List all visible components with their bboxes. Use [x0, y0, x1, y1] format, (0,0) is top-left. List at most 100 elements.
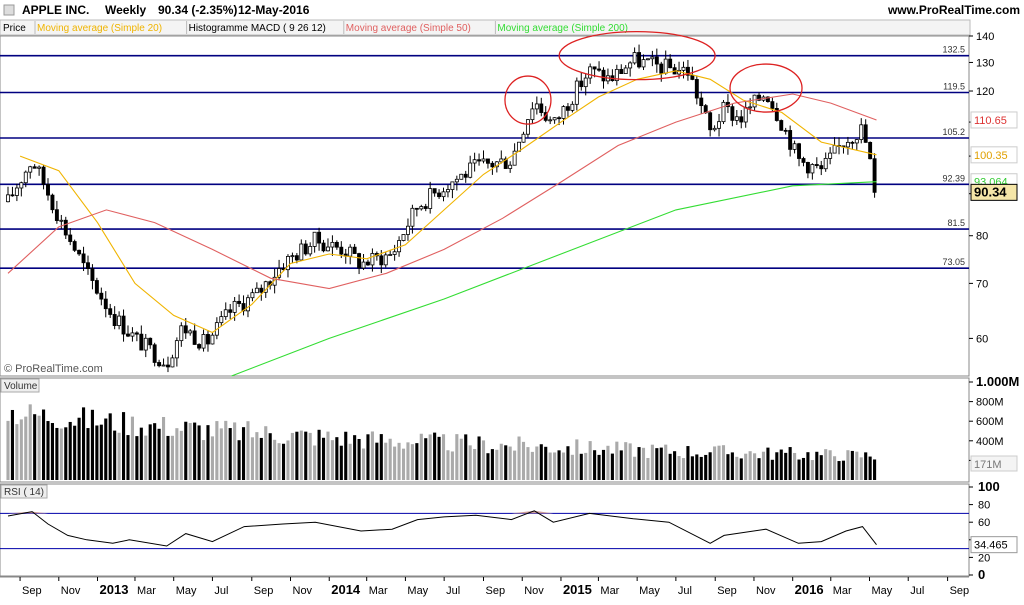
candle-body [823, 157, 828, 170]
candle-body [717, 121, 721, 129]
candle-body [290, 255, 295, 258]
legend-item: Price [3, 23, 26, 34]
candle-body [223, 309, 228, 318]
level-label: 119.5 [943, 82, 965, 92]
volume-bar [290, 432, 294, 480]
volume-bar [335, 437, 339, 480]
time-axis-label: May [407, 585, 428, 597]
volume-bar [486, 453, 490, 480]
candle-body [685, 66, 690, 76]
candle-body [117, 315, 122, 326]
volume-bar [330, 440, 334, 480]
volume-bar [655, 448, 659, 480]
candle-body [392, 251, 397, 255]
time-axis-label: May [176, 585, 197, 597]
volume-bar [206, 425, 210, 480]
rsi-axis-label: 20 [978, 552, 990, 564]
volume-bar [864, 452, 868, 480]
volume-bar [535, 446, 539, 480]
volume-bar [681, 458, 686, 480]
price-axis-label: 60 [976, 333, 988, 345]
candle-body [570, 103, 575, 111]
time-axis-label: Jul [910, 585, 924, 597]
candle-body [739, 116, 744, 123]
candle-body [708, 112, 713, 131]
volume-bar [10, 409, 14, 480]
candle-body [783, 129, 788, 132]
volume-bar [504, 445, 508, 480]
candle-body [619, 68, 624, 74]
candle-body [192, 330, 197, 345]
time-axis-label: Mar [833, 585, 852, 597]
volume-bar [277, 443, 281, 480]
volume-bar [308, 432, 312, 480]
volume-bar [41, 409, 46, 480]
time-axis-label: Jul [446, 585, 460, 597]
candle-body [734, 116, 739, 121]
candle-body [308, 246, 313, 255]
volume-bar [797, 459, 801, 480]
candle-body [401, 234, 406, 241]
candle-body [161, 364, 166, 367]
volume-bar [326, 431, 330, 480]
candle-body [565, 106, 570, 111]
candle-body [797, 143, 801, 159]
volume-bar [561, 452, 566, 480]
candle-body [552, 117, 557, 121]
candle-body [54, 209, 59, 221]
volume-bar [410, 444, 414, 480]
volume-bar [135, 436, 139, 480]
volume-bar [259, 437, 263, 480]
window-menu-icon[interactable] [3, 4, 15, 16]
candle-body [597, 68, 602, 71]
volume-bar [721, 445, 726, 480]
candle-body [588, 66, 593, 79]
rsi-last-badge [970, 536, 1018, 554]
volume-bar [344, 431, 348, 480]
volume-bar [157, 428, 161, 480]
volume-bar [224, 420, 228, 480]
candle-body [779, 120, 784, 131]
time-axis-label: Mar [369, 585, 388, 597]
candle-body [525, 119, 530, 135]
volume-bar [397, 442, 401, 480]
candle-body [388, 254, 393, 256]
volume-bar [446, 450, 450, 480]
rsi-panel [0, 483, 970, 577]
volume-bar [170, 435, 174, 480]
candle-body [757, 94, 761, 101]
candle-body [130, 332, 135, 337]
candle-body [645, 58, 650, 61]
candle-body [485, 158, 490, 164]
volume-bar [130, 416, 134, 480]
annotation-ellipse [558, 31, 716, 81]
volume-bar [68, 421, 72, 480]
volume-bar [699, 456, 703, 480]
volume-bar [339, 445, 343, 480]
candle-body [23, 171, 28, 184]
volume-last-badge [970, 455, 1018, 472]
volume-bar [695, 454, 699, 480]
rsi-axis-label: 0 [978, 567, 985, 582]
candle-body [872, 158, 877, 193]
volume-bar [299, 430, 303, 480]
volume-bar [166, 435, 170, 480]
candle-body [143, 337, 148, 351]
candle-body [468, 162, 473, 178]
volume-bar [593, 450, 597, 480]
volume-bar [64, 427, 68, 480]
volume-bar [539, 444, 543, 480]
volume-bar [824, 449, 828, 480]
candle-body [352, 246, 357, 254]
candle-body [699, 97, 704, 107]
volume-bar [148, 424, 152, 480]
candle-body [326, 246, 330, 252]
time-axis-label: 2014 [331, 582, 361, 597]
volume-bar [566, 446, 570, 480]
rsi-axis-label: 60 [978, 517, 990, 529]
candle-body [174, 340, 179, 359]
volume-bar [104, 418, 108, 480]
volume-bar [113, 430, 117, 480]
volume-bar [384, 442, 388, 480]
